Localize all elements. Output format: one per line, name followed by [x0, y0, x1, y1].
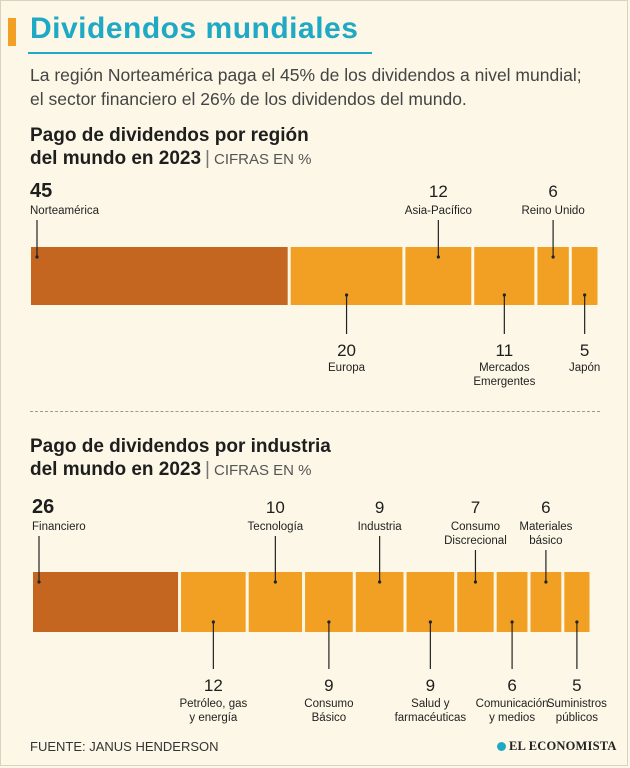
value-label-asia-pacifico: 12 — [429, 182, 448, 201]
industry-chart-title-line1: Pago de dividendos por industria — [30, 436, 331, 457]
leader-dot-comunicacion-y-medios — [510, 620, 514, 624]
category-label-suministros-publicos: Suministros públicos — [547, 698, 607, 724]
category-label-industria: Industria — [358, 521, 403, 533]
leader-dot-asia-pacifico — [436, 255, 440, 259]
title-accent-bar — [8, 18, 16, 46]
leader-dot-consumo-discrecional — [473, 580, 478, 584]
value-label-comunicacion-y-medios: 6 — [507, 676, 516, 695]
leader-dot-industria — [378, 580, 382, 584]
value-label-mercados-emergentes: 11 — [496, 341, 514, 360]
value-label-suministros-publicos: 5 — [572, 676, 581, 695]
value-label-europa: 20 — [337, 341, 356, 360]
leader-dot-petroleo-gas-y-energia — [211, 620, 215, 624]
value-label-salud-y-farmaceuticas: 9 — [426, 676, 435, 695]
section-divider — [30, 411, 600, 412]
value-label-consumo-basico: 9 — [324, 676, 333, 695]
category-label-mercados-emergentes: Mercados Emergentes — [473, 362, 535, 388]
heading-separator: | — [205, 459, 210, 480]
industry-chart-title-line2: del mundo en 2023 — [30, 459, 202, 480]
publisher-logo: EL ECONOMISTA — [497, 739, 617, 754]
category-label-petroleo-gas-y-energia: Petróleo, gas y energía — [179, 698, 247, 724]
value-label-petroleo-gas-y-energia: 12 — [204, 676, 223, 695]
category-label-salud-y-farmaceuticas: Salud y farmacéuticas — [395, 698, 467, 724]
value-label-reino-unido: 6 — [548, 182, 557, 201]
heading-separator: | — [205, 148, 210, 169]
page-subtitle: La región Norteamérica paga el 45% de lo… — [30, 65, 582, 109]
value-label-industria: 9 — [375, 498, 384, 517]
bar-segment-norteamerica — [31, 247, 288, 305]
source-note: FUENTE: JANUS HENDERSON — [30, 739, 219, 754]
value-label-japon: 5 — [580, 341, 589, 360]
leader-dot-suministros-publicos — [575, 620, 579, 624]
page-title: Dividendos mundiales — [30, 12, 359, 45]
value-label-tecnologia: 10 — [266, 498, 285, 517]
value-label-consumo-discrecional: 7 — [471, 498, 480, 517]
category-label-norteamerica: Norteamérica — [30, 205, 100, 217]
region-chart-title-line1: Pago de dividendos por región — [30, 125, 309, 146]
leader-dot-mercados-emergentes — [502, 293, 506, 297]
leader-dot-materiales-basico — [544, 580, 548, 584]
region-chart-units: CIFRAS EN % — [213, 151, 312, 168]
category-label-tecnologia: Tecnología — [248, 521, 304, 533]
region-chart-heading: Pago de dividendos por región del mundo … — [30, 124, 312, 171]
value-label-financiero: 26 — [32, 496, 54, 518]
category-label-financiero: Financiero — [32, 521, 86, 533]
leader-dot-norteamerica — [35, 255, 39, 259]
category-label-consumo-basico: Consumo Básico — [304, 698, 353, 724]
value-label-materiales-basico: 6 — [541, 498, 550, 517]
leader-dot-tecnologia — [273, 580, 277, 584]
leader-dot-salud-y-farmaceuticas — [428, 620, 432, 624]
category-label-reino-unido: Reino Unido — [521, 205, 584, 217]
leader-dot-europa — [344, 293, 349, 297]
category-label-asia-pacifico: Asia-Pacífico — [405, 205, 472, 217]
bar-segment-financiero — [33, 572, 179, 632]
category-label-japon: Japón — [569, 362, 600, 374]
leader-dot-reino-unido — [551, 255, 555, 259]
category-label-consumo-discrecional: Consumo Discrecional — [444, 521, 507, 547]
leader-dot-consumo-basico — [327, 620, 331, 624]
leader-dot-financiero — [37, 580, 41, 584]
industry-chart-heading: Pago de dividendos por industria del mun… — [30, 435, 331, 482]
leader-dot-japon — [583, 293, 587, 297]
industry-chart-units: CIFRAS EN % — [213, 462, 312, 479]
value-label-norteamerica: 45 — [30, 180, 52, 202]
category-label-comunicacion-y-medios: Comunicación y medios — [476, 698, 549, 724]
logo-mark-icon — [497, 742, 506, 751]
logo-text: EL ECONOMISTA — [509, 739, 617, 753]
category-label-materiales-basico: Materiales básico — [519, 521, 572, 547]
region-chart-title-line2: del mundo en 2023 — [30, 148, 202, 169]
title-underline — [28, 52, 372, 54]
category-label-europa: Europa — [328, 362, 366, 374]
